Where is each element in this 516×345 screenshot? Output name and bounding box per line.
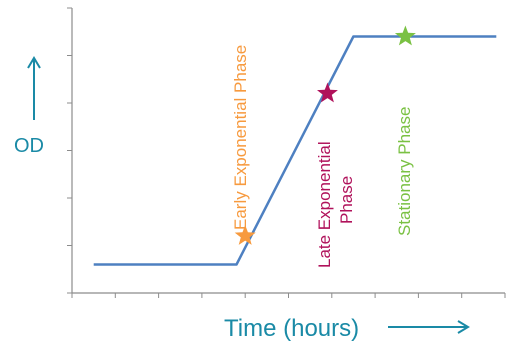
phase-label: Stationary Phase [395,107,414,236]
phase-star-marker [317,82,338,103]
phase-label: Late Exponential Phase [315,141,356,268]
axes [67,7,506,298]
y-axis-arrow [27,56,41,120]
phase-star-marker [234,225,256,245]
series-layer [93,35,497,266]
markers-layer: Early Exponential Phase Late Exponential P… [231,25,416,268]
x-axis-arrow [388,320,470,334]
phase-star-marker [394,25,416,46]
labels-layer: OD Time (hours) [14,56,470,342]
series-line [93,35,497,266]
phase-label: Early Exponential Phase [231,45,250,230]
y-axis-label: OD [14,135,44,157]
x-axis-label: Time (hours) [224,315,359,342]
